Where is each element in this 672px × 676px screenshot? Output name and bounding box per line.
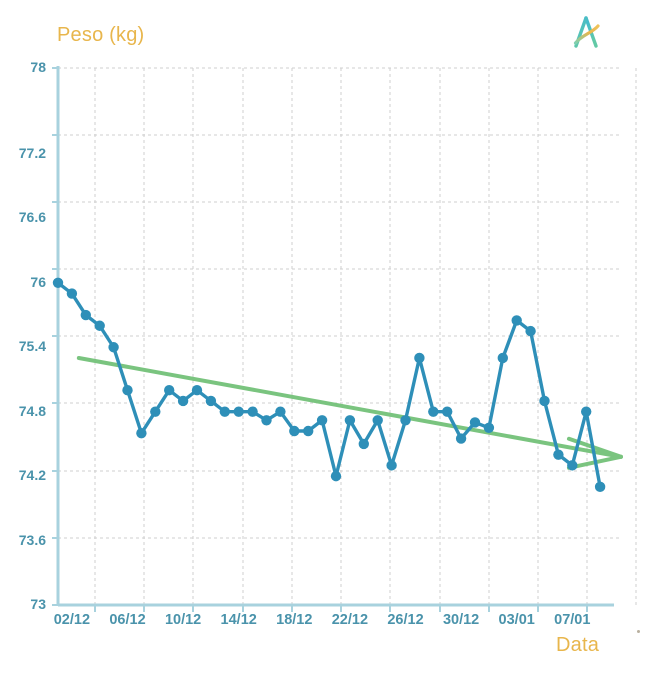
y-tick-label: 76.6	[18, 209, 46, 226]
data-point[interactable]	[497, 352, 508, 364]
data-point[interactable]	[386, 460, 397, 471]
x-tick-label: 10/12	[164, 612, 202, 628]
y-axis-title: Peso (kg)	[57, 24, 145, 46]
data-point[interactable]	[511, 315, 522, 326]
data-point[interactable]	[483, 422, 495, 433]
data-point[interactable]	[455, 433, 467, 444]
x-tick-label: 02/12	[53, 612, 91, 628]
x-tick-label: 30/12	[442, 612, 480, 628]
horizontal-gridlines	[58, 67, 622, 539]
data-point[interactable]	[316, 415, 328, 426]
data-point[interactable]	[191, 385, 203, 396]
data-point[interactable]	[247, 406, 258, 417]
decorative-dot	[637, 630, 640, 633]
y-tick-label: 77.2	[18, 144, 46, 161]
data-point[interactable]	[594, 481, 606, 493]
data-point[interactable]	[219, 406, 230, 417]
letter-a-logo	[566, 12, 606, 52]
data-point[interactable]	[358, 438, 369, 450]
data-point[interactable]	[442, 406, 453, 417]
data-point[interactable]	[108, 342, 119, 353]
y-tick-label: 75.4	[18, 338, 46, 355]
data-point[interactable]	[567, 460, 578, 471]
data-point[interactable]	[525, 325, 536, 337]
data-point[interactable]	[205, 395, 217, 407]
data-point[interactable]	[66, 288, 78, 299]
data-point[interactable]	[233, 406, 244, 417]
data-point[interactable]	[289, 425, 300, 437]
data-point[interactable]	[330, 470, 342, 482]
x-tick-label: 22/12	[331, 612, 369, 628]
data-point[interactable]	[136, 427, 147, 439]
data-point[interactable]	[428, 406, 439, 417]
data-point[interactable]	[261, 415, 272, 426]
data-point[interactable]	[344, 415, 356, 426]
data-point[interactable]	[303, 425, 314, 437]
data-point[interactable]	[94, 320, 105, 331]
data-point[interactable]	[122, 385, 133, 396]
series-markers	[52, 277, 606, 493]
x-tick-label: 03/01	[498, 612, 535, 628]
x-tick-label: 06/12	[109, 612, 146, 628]
y-tick-label: 73.6	[18, 531, 46, 548]
data-point[interactable]	[275, 406, 286, 417]
x-axis-title: Data	[556, 634, 600, 656]
data-point[interactable]	[400, 415, 411, 426]
data-point[interactable]	[581, 406, 592, 417]
x-tick-marks	[94, 605, 588, 612]
y-tick-label: 73	[30, 596, 46, 612]
x-tick-label: 18/12	[276, 612, 313, 628]
data-point[interactable]	[52, 277, 64, 288]
y-tick-label: 76	[30, 273, 46, 290]
data-point[interactable]	[553, 449, 564, 460]
data-point[interactable]	[469, 417, 481, 428]
x-tick-label: 14/12	[220, 612, 257, 628]
x-tick-label: 26/12	[387, 612, 424, 628]
data-point[interactable]	[80, 309, 92, 321]
data-point[interactable]	[539, 395, 550, 407]
y-tick-label: 74.8	[18, 402, 46, 419]
trend-line	[76, 355, 623, 459]
data-point[interactable]	[177, 395, 189, 407]
y-tick-label: 78	[30, 59, 46, 75]
x-tick-label: 07/01	[554, 612, 591, 628]
series-line	[56, 281, 602, 489]
data-point[interactable]	[372, 415, 383, 426]
data-point[interactable]	[414, 352, 425, 364]
data-point[interactable]	[164, 385, 175, 396]
data-point[interactable]	[150, 406, 161, 417]
y-tick-label: 74.2	[18, 467, 46, 484]
y-tick-marks	[52, 67, 58, 606]
